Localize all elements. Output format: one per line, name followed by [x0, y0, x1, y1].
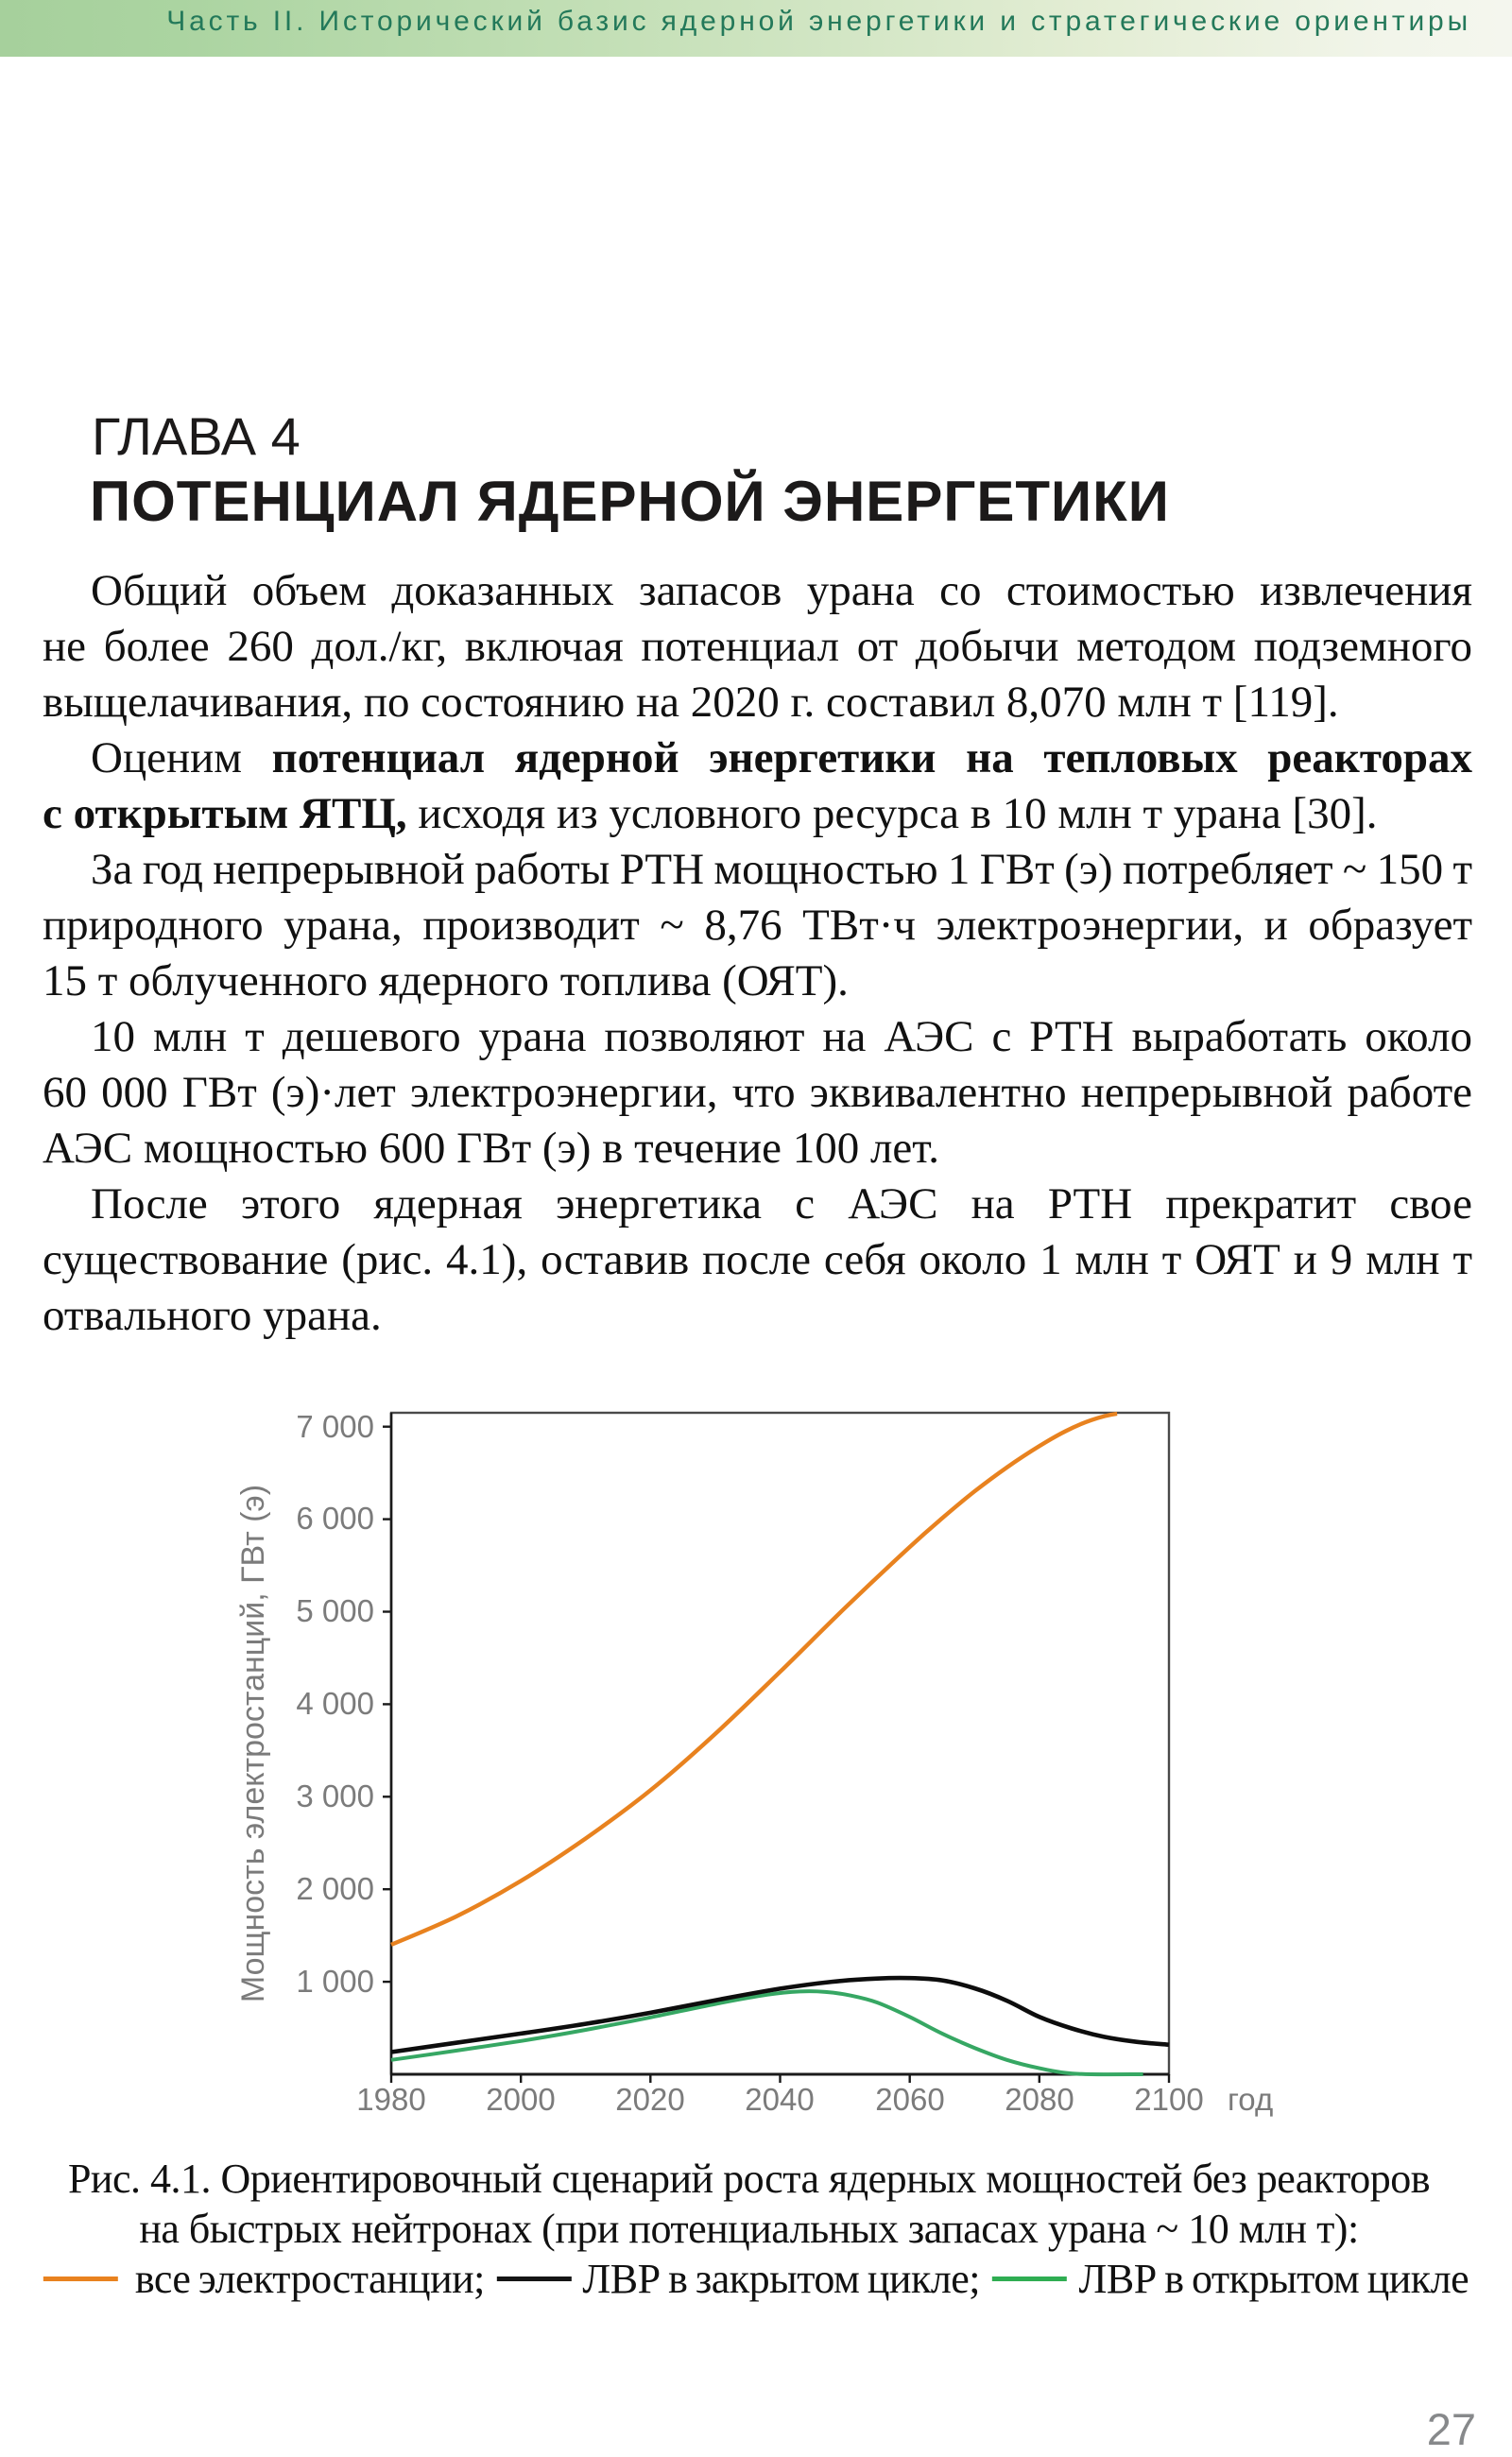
- svg-text:1 000: 1 000: [296, 1964, 374, 1999]
- svg-text:2 000: 2 000: [296, 1871, 374, 1906]
- svg-text:2000: 2000: [486, 2082, 555, 2117]
- svg-text:2020: 2020: [615, 2082, 684, 2117]
- svg-text:6 000: 6 000: [296, 1501, 374, 1536]
- svg-text:4 000: 4 000: [296, 1686, 374, 1721]
- svg-text:1980: 1980: [356, 2082, 425, 2117]
- svg-text:Мощность электростанций, ГВт (: Мощность электростанций, ГВт (э): [235, 1485, 271, 2002]
- svg-text:2100: 2100: [1134, 2082, 1203, 2117]
- svg-text:2040: 2040: [745, 2082, 814, 2117]
- svg-text:2060: 2060: [875, 2082, 944, 2117]
- svg-text:год: год: [1228, 2082, 1273, 2117]
- svg-text:2080: 2080: [1005, 2082, 1074, 2117]
- svg-text:3 000: 3 000: [296, 1778, 374, 1813]
- svg-text:7 000: 7 000: [296, 1409, 374, 1444]
- svg-text:5 000: 5 000: [296, 1593, 374, 1628]
